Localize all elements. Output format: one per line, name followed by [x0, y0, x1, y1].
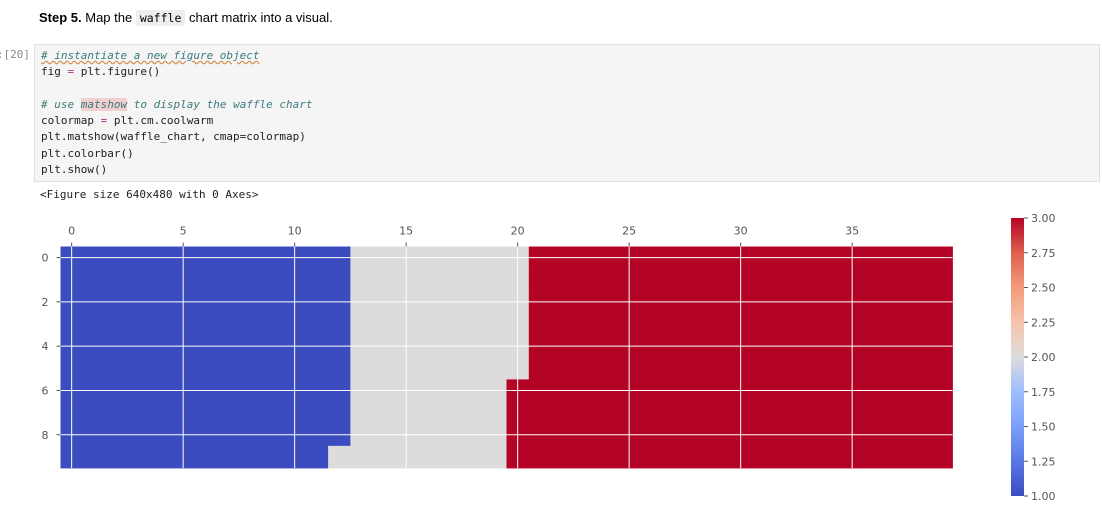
chart-gridlines — [60, 246, 953, 468]
cell-prompt: [20]: — [0, 48, 30, 61]
code-lines[interactable]: # instantiate a new figure object fig = … — [41, 48, 313, 178]
x-tick-label-30: 30 — [734, 225, 748, 238]
x-tick-label-10: 10 — [288, 225, 302, 238]
x-tick-label-0: 0 — [68, 225, 75, 238]
waffle-row-1-cat-1 — [60, 268, 351, 292]
colorbar-tick-label-2.25: 2.25 — [1031, 316, 1056, 329]
y-tick-label-8: 8 — [42, 429, 49, 442]
x-tick-label-25: 25 — [622, 225, 636, 238]
code-line-5op: = — [93, 114, 114, 128]
markdown-step-text: Step 5. Map the waffle chart matrix into… — [39, 8, 333, 28]
waffle-row-7-cat-2 — [350, 401, 507, 425]
x-tick-label-35: 35 — [845, 225, 859, 238]
colorbar-ticks: 1.00 1.25 1.50 1.75 2.00 2.25 2.50 2.75 3.00 — [1024, 212, 1056, 503]
colorbar — [1011, 218, 1024, 496]
waffle-matrix — [60, 246, 953, 469]
code-comment-2a: # use — [41, 97, 81, 111]
colorbar-tick-label-1.50: 1.50 — [1031, 421, 1056, 434]
y-axis-ticks: 0 2 4 6 8 — [42, 252, 61, 442]
output-figure-text: <Figure size 640x480 with 0 Axes> — [40, 188, 259, 201]
y-tick-label-4: 4 — [42, 340, 49, 353]
x-tick-label-15: 15 — [399, 225, 413, 238]
step-label: Step 5. — [39, 10, 82, 25]
waffle-row-3-cat-2 — [350, 312, 530, 336]
step-text-before: Map the — [81, 10, 136, 25]
code-comment-2-highlight: matshow — [80, 97, 128, 111]
x-axis-ticks: 0 5 10 15 20 25 30 35 — [68, 225, 859, 247]
y-tick-label-6: 6 — [42, 384, 49, 397]
colorbar-tick-label-2.00: 2.00 — [1031, 351, 1056, 364]
code-line-2a: fig — [41, 65, 61, 79]
y-tick-label-2: 2 — [42, 296, 49, 309]
code-line-5b: plt.cm.coolwarm — [113, 114, 214, 128]
waffle-row-7-cat-3 — [506, 401, 953, 425]
colorbar-tick-label-2.75: 2.75 — [1031, 247, 1056, 260]
x-tick-label-5: 5 — [180, 225, 187, 238]
colorbar-tick-label-1.75: 1.75 — [1031, 386, 1056, 399]
code-line-8: plt.show() — [41, 163, 108, 177]
waffle-row-9-cat-1 — [60, 445, 329, 469]
waffle-row-1-cat-2 — [350, 268, 530, 292]
colorbar-tick-label-3.00: 3.00 — [1031, 212, 1056, 225]
code-line-6: plt.matshow(waffle_chart, cmap=colormap) — [41, 130, 306, 144]
code-line-5a: colormap — [41, 114, 94, 128]
x-tick-label-20: 20 — [511, 225, 525, 238]
code-comment-1: # instantiate a new figure object — [41, 49, 260, 62]
waffle-row-5-cat-2 — [350, 357, 530, 380]
step-text-after: chart matrix into a visual. — [185, 10, 333, 25]
colorbar-tick-label-1.25: 1.25 — [1031, 455, 1056, 468]
waffle-row-9-cat-2 — [328, 445, 507, 469]
code-cell-editor[interactable]: # instantiate a new figure object fig = … — [34, 44, 1100, 182]
code-comment-2b: to display the waffle chart — [127, 97, 313, 111]
waffle-row-3-cat-1 — [60, 312, 351, 336]
waffle-row-9-cat-3 — [506, 445, 953, 469]
code-line-7: plt.colorbar() — [41, 146, 134, 160]
colorbar-tick-label-2.50: 2.50 — [1031, 282, 1056, 295]
waffle-row-7-cat-1 — [60, 401, 351, 425]
inline-code-waffle: waffle — [135, 10, 186, 26]
y-tick-label-0: 0 — [42, 252, 49, 265]
colorbar-tick-label-1.00: 1.00 — [1031, 490, 1056, 503]
code-line-2op: = — [60, 65, 81, 79]
waffle-row-5-cat-1 — [60, 357, 351, 380]
code-line-2b: plt.figure() — [80, 65, 161, 79]
